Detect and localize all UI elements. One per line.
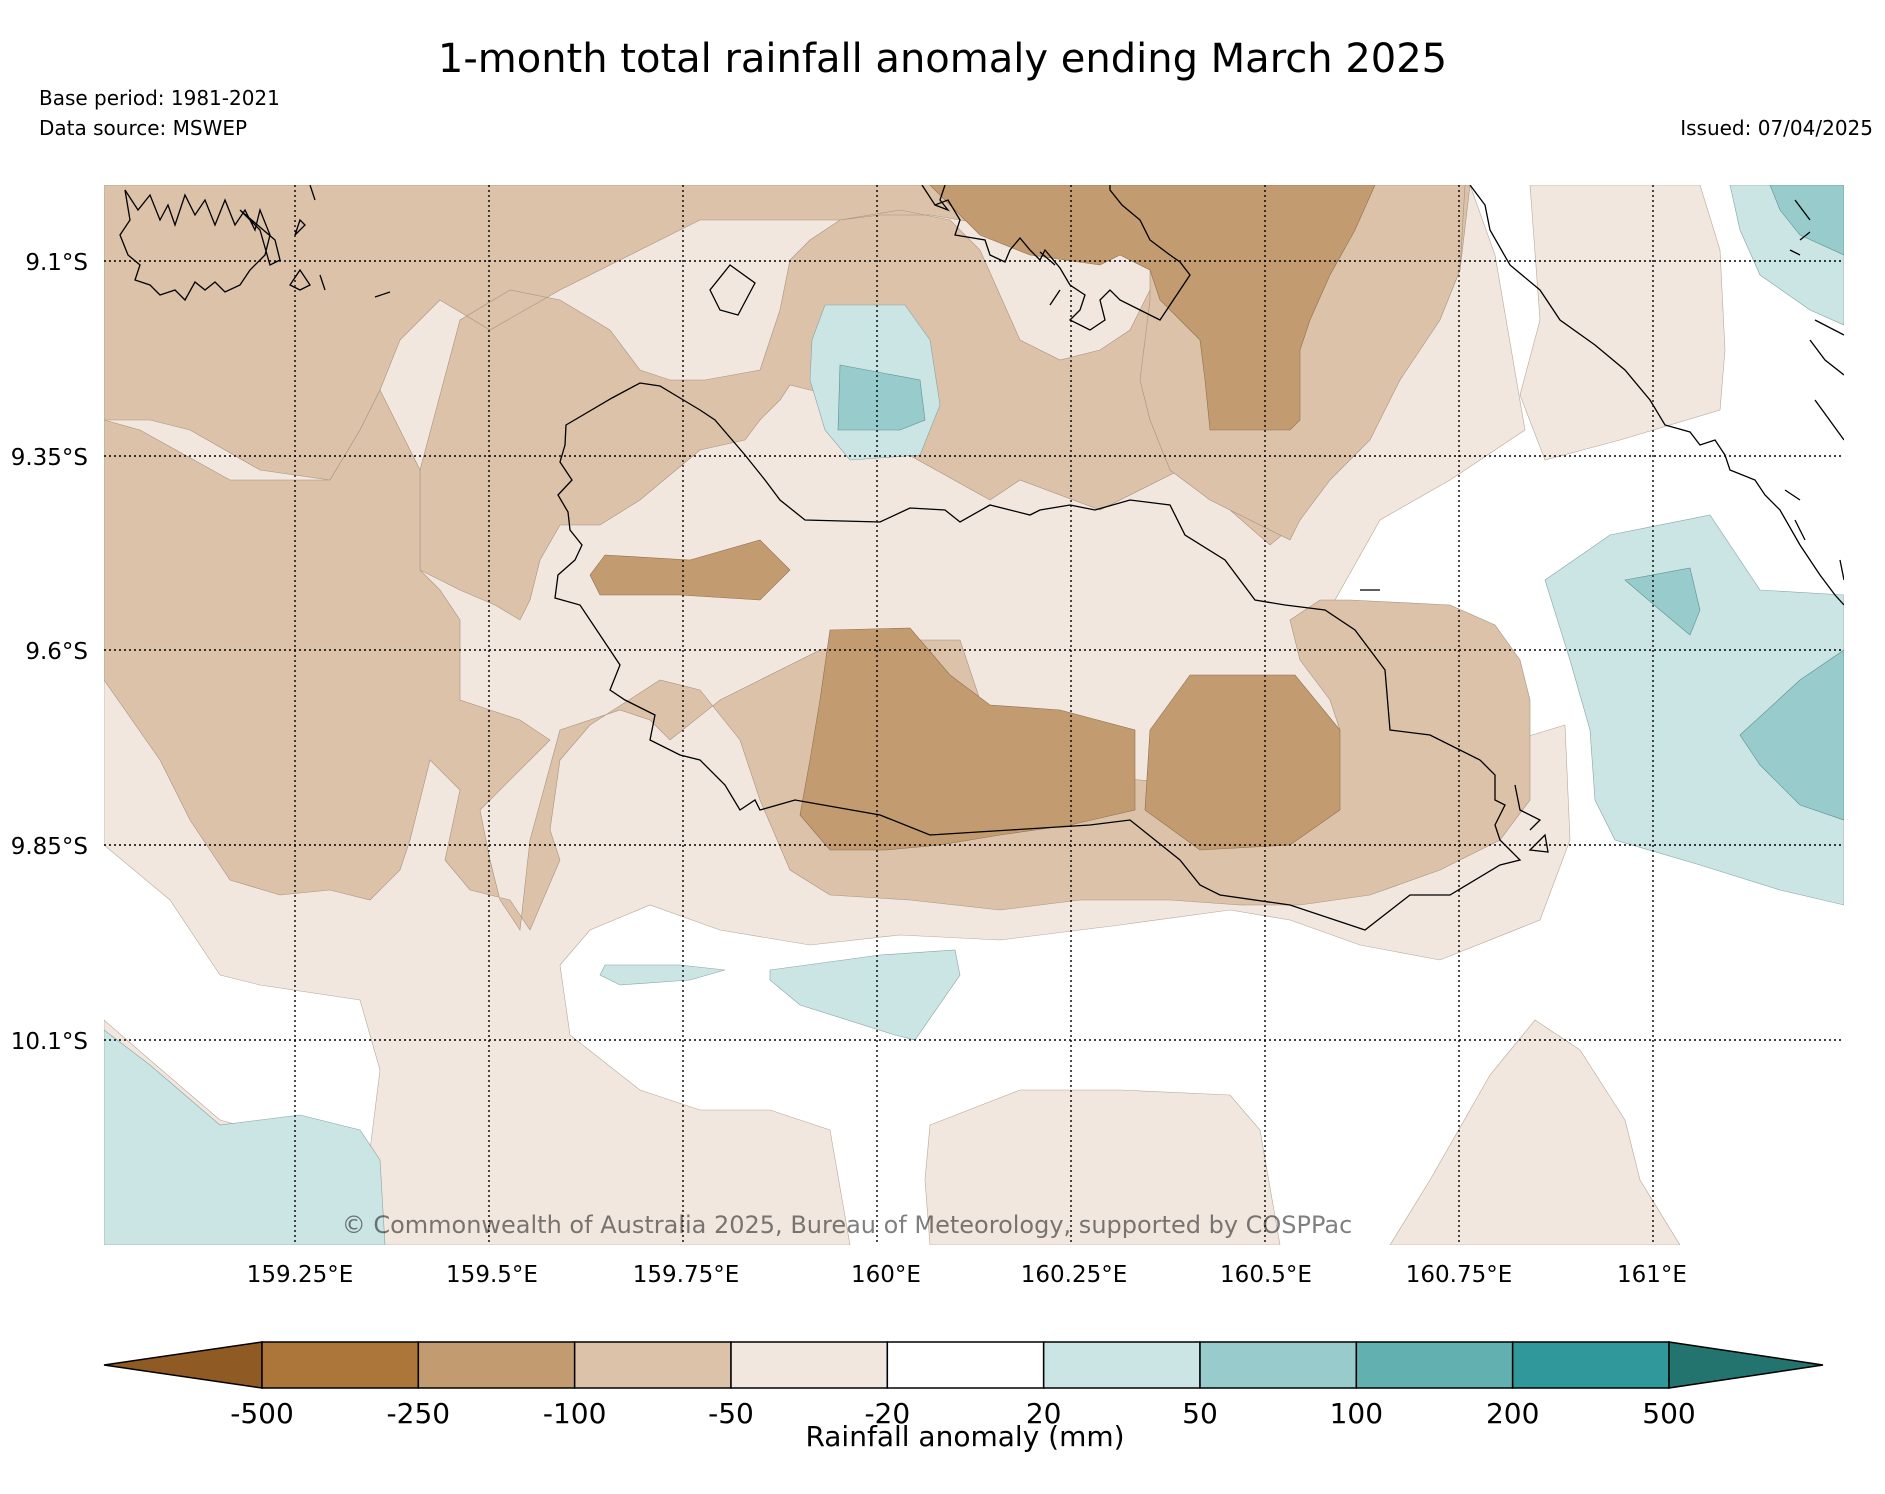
coastline-malaita-east [1784, 199, 1844, 581]
colorbar-swatch [573, 1341, 732, 1389]
lon-label: 159.5°E [446, 1262, 538, 1288]
anomaly-region-dark-brown-small [589, 539, 791, 601]
colorbar-tick-label: -250 [387, 1397, 451, 1430]
base-period-text: Base period: 1981-2021 [39, 86, 280, 110]
lat-label: 9.1°S [25, 250, 88, 276]
coastline-russell-small [289, 185, 391, 298]
coastline-florida-small [934, 185, 1061, 306]
colorbar-tick-label: -100 [543, 1397, 607, 1430]
coastline-malaita [1469, 185, 1844, 606]
lon-label: 160.75°E [1406, 1262, 1513, 1288]
anomaly-region-light-brown-east [1519, 185, 1726, 461]
colorbar-swatch [1199, 1341, 1358, 1389]
anomaly-region-teal-north [837, 364, 926, 431]
colorbar-extend-low [103, 1341, 263, 1389]
lat-label: 10.1°S [11, 1029, 88, 1055]
colorbar-tick-label: 100 [1330, 1397, 1383, 1430]
coastline-savo [709, 264, 756, 316]
colorbar-tick-label: 500 [1642, 1397, 1695, 1430]
longitude-labels: 159.25°E 159.5°E 159.75°E 160°E 160.25°E… [247, 1262, 1687, 1288]
anomaly-region-light-teal-southwest [104, 1029, 386, 1245]
anomaly-region-teal-east [1624, 567, 1701, 636]
anomaly-region-dark-brown-south-east [1144, 674, 1341, 851]
colorbar-tick-label: 200 [1486, 1397, 1539, 1430]
colorbar-swatch [1042, 1341, 1201, 1389]
anomaly-region-light-teal-strip [599, 964, 726, 986]
data-source-text: Data source: MSWEP [39, 116, 248, 140]
colorbar-tick-label: -500 [230, 1397, 294, 1430]
lon-label: 159.25°E [247, 1262, 354, 1288]
lon-label: 160.5°E [1220, 1262, 1312, 1288]
anomaly-region-teal-far-east [1739, 649, 1844, 821]
colorbar-swatch [1511, 1341, 1670, 1389]
colorbar: -500 -250 -100 -50 -20 20 50 100 200 500 [103, 1341, 1824, 1430]
colorbar-extend-high [1668, 1341, 1824, 1389]
latitude-labels: 9.1°S 9.35°S 9.6°S 9.85°S 10.1°S [11, 250, 88, 1055]
colorbar-tick-label: -20 [864, 1397, 910, 1430]
colorbar-swatch [1355, 1341, 1514, 1389]
colorbar-tick-label: 50 [1182, 1397, 1218, 1430]
lat-label: 9.6°S [25, 639, 88, 665]
coastline-nggela-west-small [1360, 589, 1549, 853]
anomaly-region-light-brown-south [924, 1089, 1281, 1245]
anomaly-region-medium-brown-west [104, 185, 1471, 621]
anomaly-region-dark-brown-south-west [799, 627, 1136, 851]
lon-label: 159.75°E [633, 1262, 740, 1288]
map-title: 1-month total rainfall anomaly ending Ma… [437, 36, 1448, 82]
colorbar-swatch [730, 1341, 889, 1389]
colorbar-swatch [417, 1341, 576, 1389]
lon-label: 160°E [851, 1262, 921, 1288]
colorbar-title: Rainfall anomaly (mm) [805, 1420, 1124, 1453]
anomaly-region-light-brown-southeast [1389, 1019, 1681, 1245]
anomaly-map-area [104, 185, 1844, 1245]
coastline-guadalcanal [554, 382, 1522, 931]
lon-label: 161°E [1617, 1262, 1687, 1288]
lat-label: 9.35°S [11, 445, 88, 471]
coastline-florida-islands [921, 185, 1191, 331]
anomaly-region-teal-northeast [1769, 185, 1844, 256]
coastline [119, 185, 1844, 931]
colorbar-tick-label: -50 [708, 1397, 754, 1430]
graticule [104, 185, 1844, 1245]
colorbar-swatch [261, 1341, 420, 1389]
colorbar-tick-label: 20 [1026, 1397, 1062, 1430]
lat-label: 9.85°S [11, 834, 88, 860]
issued-date-text: Issued: 07/04/2025 [1680, 116, 1873, 140]
coastline-russell-islands [119, 189, 281, 302]
anomaly-region-light-teal-east [1544, 514, 1844, 906]
lon-label: 160.25°E [1021, 1262, 1128, 1288]
copyright-text: © Commonwealth of Australia 2025, Bureau… [342, 1211, 1353, 1239]
colorbar-swatch [886, 1341, 1045, 1389]
